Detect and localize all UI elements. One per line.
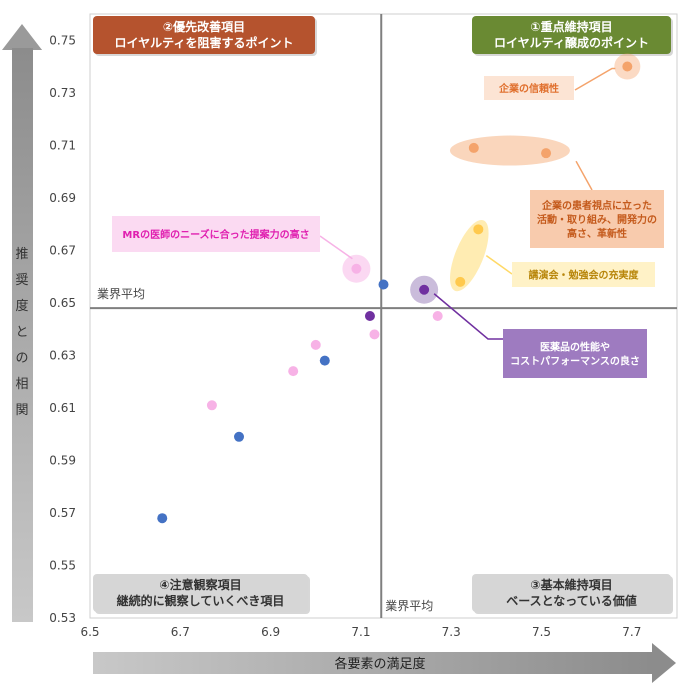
quadrant-subtitle: ベースとなっている価値: [506, 593, 636, 608]
y-tick-label: 0.75: [49, 33, 76, 47]
x-tick-label: 7.5: [532, 625, 551, 639]
plot-area: [89, 13, 678, 619]
annotation-label: 講演会・勉強会の充実度: [512, 262, 655, 287]
annotation-bg: [512, 262, 655, 287]
y-axis-label-char: 推: [15, 247, 28, 262]
data-point-purple: [419, 284, 430, 295]
annotation-text: MRの医師のニーズに合った提案力の高さ: [122, 228, 309, 241]
y-axis-label-char: の: [15, 351, 28, 366]
quadrant-title: ②優先改善項目: [163, 19, 245, 34]
data-point-blue: [234, 431, 245, 442]
connector-medicine: [433, 293, 503, 340]
annotation-text: 講演会・勉強会の充実度: [529, 269, 640, 282]
x-arrow-shaft: [93, 652, 653, 674]
annotation-text: コストパフォーマンスの良さ: [510, 355, 640, 368]
data-point-orange: [541, 148, 552, 159]
quadrant-subtitle: ロイヤルティ醸成のポイント: [494, 35, 649, 50]
y-tick-label: 0.55: [49, 558, 76, 572]
x-tick-label: 7.1: [351, 625, 370, 639]
data-point-blue: [378, 279, 389, 290]
y-axis-label-char: 奨: [15, 273, 28, 288]
y-axis-label-char: 相: [15, 377, 28, 392]
data-point-orange: [468, 142, 479, 153]
quadrant-subtitle: ロイヤルティを阻害するポイント: [115, 35, 294, 50]
y-tick-label: 0.63: [49, 348, 76, 362]
y-tick-label: 0.69: [49, 191, 76, 205]
data-point-yellow: [473, 224, 484, 235]
x-axis-arrow: [93, 643, 676, 683]
data-point-orange: [622, 61, 633, 72]
x-tick-label: 7.7: [622, 625, 641, 639]
data-point-pink: [206, 400, 217, 411]
annotation-bg: [530, 190, 664, 248]
avg-x-label: 業界平均: [385, 599, 433, 613]
annotation-text: 活動・取り組み、開発力の: [537, 213, 657, 226]
quadrant-subtitle: 継続的に観察していくべき項目: [117, 593, 285, 608]
data-point-pink: [310, 339, 321, 350]
connector-trust: [574, 67, 616, 91]
y-tick-label: 0.73: [49, 86, 76, 100]
x-tick-label: 6.9: [261, 625, 280, 639]
quadrant-box-bg: [472, 574, 671, 612]
y-axis-arrow: [2, 24, 42, 622]
annotation-bg: [503, 329, 647, 378]
quadrant-title: ③基本維持項目: [530, 577, 612, 592]
quadrant-title: ①重点維持項目: [530, 19, 612, 34]
quadrant-box-bg: [93, 16, 315, 54]
y-tick-label: 0.65: [49, 296, 76, 310]
annotation-bg: [112, 216, 320, 252]
x-tick-label: 7.3: [442, 625, 461, 639]
data-point-pink: [351, 263, 362, 274]
annotation-label: MRの医師のニーズに合った提案力の高さ: [112, 216, 320, 252]
quadrant-title: ④注意観察項目: [159, 577, 241, 592]
y-arrow-head: [2, 24, 42, 50]
y-axis-label-char: 度: [15, 298, 28, 314]
quadrant-box-bg: [93, 574, 308, 612]
y-axis-label-char: と: [15, 325, 28, 340]
connector-mr: [319, 235, 353, 260]
data-point-blue: [319, 355, 330, 366]
x-tick-label: 6.7: [171, 625, 190, 639]
y-tick-label: 0.61: [49, 401, 76, 415]
data-point-pink: [432, 311, 443, 321]
annotation-text: 企業の信頼性: [498, 82, 559, 95]
y-tick-label: 0.57: [49, 506, 76, 520]
y-axis-label-char: 関: [15, 403, 28, 418]
y-tick-label: 0.59: [49, 453, 76, 467]
y-tick-label: 0.67: [49, 243, 76, 257]
y-arrow-shaft: [12, 48, 33, 622]
x-arrow-head: [652, 643, 676, 683]
annotation-text: 企業の患者視点に立った: [541, 199, 652, 212]
data-point-blue: [157, 513, 168, 524]
y-tick-label: 0.53: [49, 611, 76, 625]
data-point-purple: [364, 311, 375, 321]
quadrant-box-bg: [472, 16, 671, 54]
annotation-text: 高さ、革新性: [567, 227, 627, 240]
orange-group-ellipse: [449, 135, 570, 166]
data-point-pink: [288, 366, 299, 377]
data-point-yellow: [455, 276, 466, 287]
connector-patient: [575, 160, 593, 191]
data-point-pink: [369, 329, 380, 340]
annotation-text: 医薬品の性能や: [540, 341, 610, 354]
connector-seminar: [485, 254, 513, 275]
x-tick-label: 6.5: [80, 625, 99, 639]
yellow-group-ellipse: [450, 219, 489, 292]
annotation-label: 企業の信頼性: [484, 76, 574, 100]
annotation-bg: [484, 76, 574, 100]
x-axis-label: 各要素の満足度: [334, 656, 425, 672]
avg-y-label: 業界平均: [97, 287, 145, 301]
y-tick-label: 0.71: [49, 138, 76, 152]
